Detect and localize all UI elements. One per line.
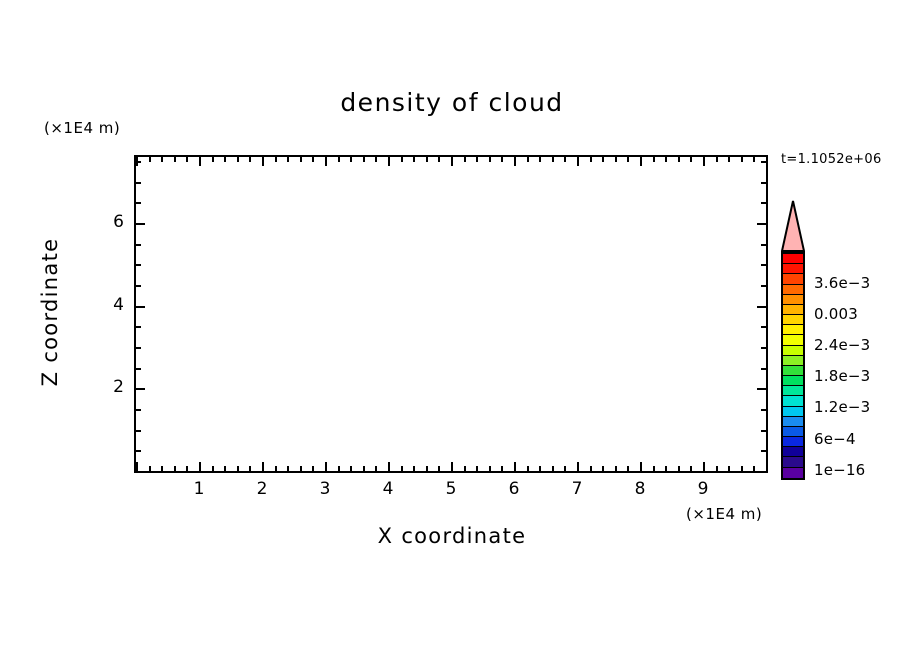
- colorbar: 3.6e−3 0.003 2.4e−3 1.8e−3 1.2e−3 6e−4 1e−16: [778, 200, 898, 485]
- colorbar-cell: [783, 315, 803, 326]
- x-tick-label: 4: [382, 479, 394, 499]
- x-tick-label: 6: [508, 479, 520, 499]
- colorbar-cell: [783, 457, 803, 468]
- colorbar-cell: [783, 284, 803, 295]
- y-tick-label: 4: [113, 294, 124, 315]
- x-tick-label: 8: [634, 479, 646, 499]
- colorbar-cell: [783, 264, 803, 275]
- colorbar-cell: [783, 294, 803, 305]
- colorbar-label: 1e−16: [814, 460, 866, 479]
- colorbar-label: 3.6e−3: [814, 274, 871, 293]
- colorbar-label: 1.2e−3: [814, 398, 871, 417]
- colorbar-cell: [783, 386, 803, 397]
- y-axis-title: Z coordinate: [38, 237, 62, 387]
- colorbar-label: 1.8e−3: [814, 367, 871, 386]
- colorbar-label: 6e−4: [814, 429, 856, 448]
- x-tick-label: 1: [193, 479, 205, 499]
- x-tick-label: 7: [571, 479, 583, 499]
- time-annotation: t=1.1052e+06: [781, 152, 882, 167]
- y-tick-label: 2: [113, 377, 124, 398]
- colorbar-label: 2.4e−3: [814, 336, 871, 355]
- colorbar-cell: [783, 355, 803, 366]
- colorbar-cell: [783, 254, 803, 265]
- page-title: density of cloud: [340, 88, 564, 117]
- colorbar-cell: [783, 376, 803, 387]
- colorbar-cell: [783, 365, 803, 377]
- x-tick-label: 3: [319, 479, 331, 499]
- x-tick-label: 2: [256, 479, 268, 499]
- colorbar-cell: [783, 345, 803, 356]
- y-tick-label: 6: [113, 212, 124, 233]
- colorbar-label: 0.003: [814, 305, 858, 324]
- colorbar-cell: [783, 335, 803, 346]
- colorbar-cell: [783, 325, 803, 336]
- colorbar-gradient: [781, 252, 805, 480]
- colorbar-cell: [783, 396, 803, 407]
- x-tick-label: 5: [445, 479, 457, 499]
- x-axis-title: X coordinate: [377, 524, 527, 548]
- y-axis-unit-label: (×1E4 m): [44, 119, 121, 137]
- colorbar-cell: [783, 467, 803, 478]
- plot-frame: [134, 155, 768, 473]
- colorbar-cell: [783, 416, 803, 427]
- x-axis-unit-label: (×1E4 m): [686, 505, 763, 523]
- colorbar-cell: [783, 437, 803, 448]
- colorbar-cell: [783, 447, 803, 458]
- colorbar-cell: [783, 304, 803, 316]
- x-tick-label: 9: [697, 479, 709, 499]
- colorbar-cell: [783, 274, 803, 285]
- colorbar-overflow-arrow-icon: [781, 200, 805, 252]
- colorbar-cell: [783, 426, 803, 438]
- colorbar-cell: [783, 406, 803, 417]
